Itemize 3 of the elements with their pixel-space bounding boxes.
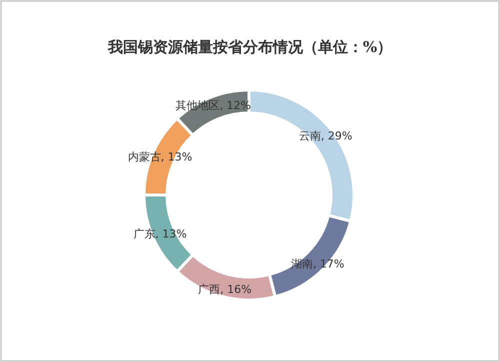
slice-label: 广西, 16% (198, 282, 252, 296)
chart-title: 我国锡资源储量按省分布情况（单位：%） (106, 38, 392, 56)
slice-label: 云南, 29% (298, 130, 352, 143)
